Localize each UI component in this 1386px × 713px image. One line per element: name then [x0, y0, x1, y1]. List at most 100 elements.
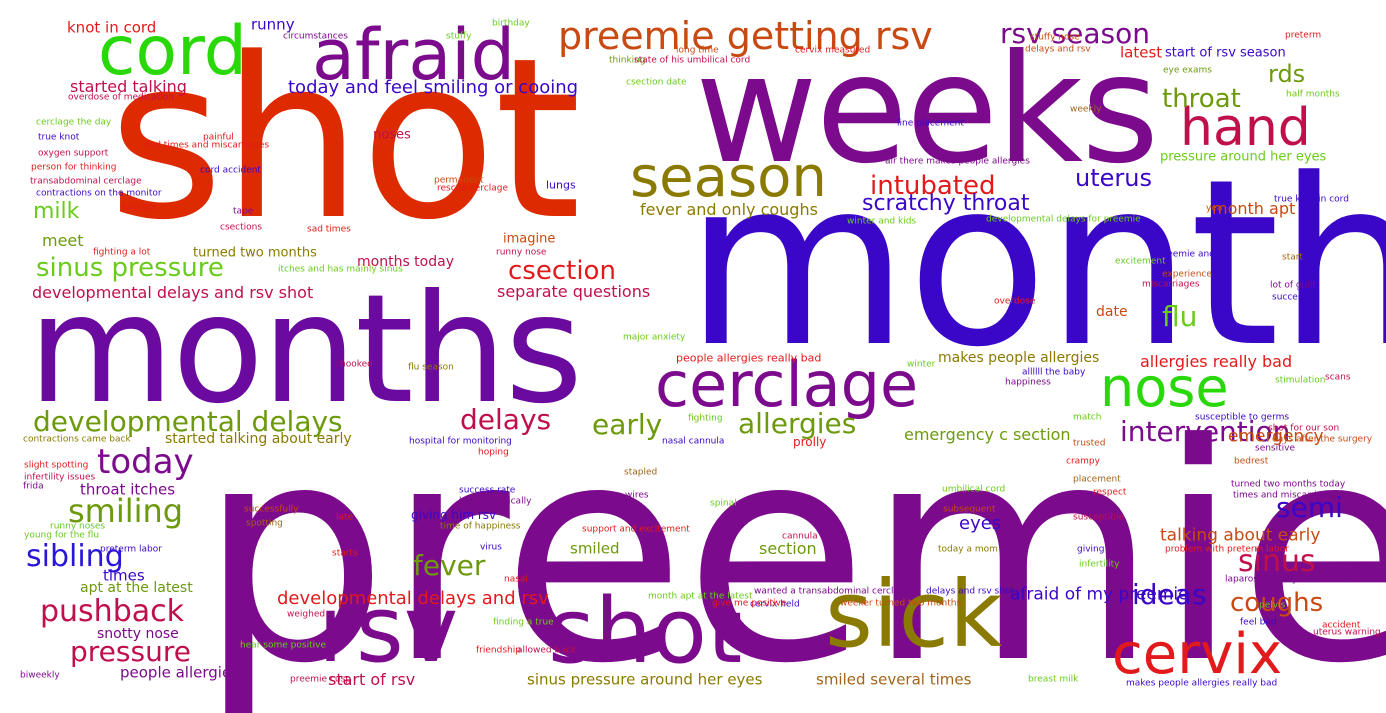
- word-pressure-around-her-eyes: pressure around her eyes: [1160, 149, 1327, 165]
- word-small: major anxiety: [623, 332, 686, 343]
- word-small: contractions came back: [23, 434, 131, 445]
- word-early: early: [592, 408, 663, 441]
- word-small: sad times and miscarriages: [145, 140, 270, 151]
- word-giving-him-rsv: giving him rsv: [411, 508, 497, 522]
- word-small: preterm labor: [100, 544, 162, 555]
- word-shot-purple: shot: [548, 579, 743, 684]
- word-csection: csection: [508, 256, 616, 286]
- word-small: delays and rsv shot: [926, 586, 1014, 597]
- word-developmental-delays: developmental delays: [33, 405, 343, 438]
- word-small: tape: [233, 206, 254, 217]
- word-people-allergies-really-bad: people allergies really bad: [676, 351, 822, 365]
- word-small: overdose of medication: [68, 92, 174, 103]
- word-small: weeker turned two months: [840, 598, 962, 609]
- word-sibling: sibling: [26, 539, 124, 574]
- word-small: birthday: [492, 18, 530, 29]
- word-prolly: prolly: [793, 435, 827, 449]
- word-small: sensitive: [1255, 443, 1296, 454]
- word-small: hoping: [478, 447, 509, 458]
- word-small: wanted a transabdominal cerclage: [754, 586, 911, 597]
- word-season: season: [630, 145, 827, 210]
- word-months-today: months today: [357, 254, 454, 270]
- word-start-of-rsv-season: start of rsv season: [1165, 45, 1286, 61]
- word-small: state of his umbilical cord: [634, 55, 751, 66]
- word-small: uterus warning: [1313, 627, 1381, 638]
- word-people-allergies: people allergies: [120, 663, 240, 682]
- word-small: oxygen support: [38, 148, 109, 159]
- word-small: cerclage the day: [36, 117, 112, 128]
- word-sick: sick: [825, 561, 1003, 668]
- word-ideas: ideas: [1132, 578, 1207, 611]
- word-afraid: afraid: [312, 14, 516, 96]
- word-throat: throat: [1162, 84, 1241, 114]
- word-allergies-really-bad: allergies really bad: [1140, 352, 1293, 371]
- word-small: starts: [332, 548, 358, 559]
- word-small: support and excitement: [582, 524, 690, 535]
- word-small: giving: [1077, 544, 1105, 555]
- word-small: circumstances: [283, 31, 348, 42]
- word-small: start: [1282, 252, 1303, 263]
- word-small: runny noses: [50, 521, 106, 532]
- word-small: rescue cerclage: [437, 183, 508, 194]
- word-flu: flu: [1162, 300, 1198, 333]
- word-small: delays and rsv: [1025, 44, 1091, 55]
- word-small: painful: [203, 132, 234, 143]
- word-uterus: uterus: [1075, 164, 1152, 192]
- word-small: fighting: [688, 413, 723, 424]
- word-snotty-nose: snotty nose: [97, 626, 179, 642]
- word-small: eye exams: [1163, 65, 1212, 76]
- word-today: today: [97, 442, 194, 482]
- word-meet: meet: [42, 231, 84, 250]
- word-turned-two-months: turned two months: [193, 245, 317, 261]
- word-date: date: [1096, 304, 1128, 320]
- word-afraid-of-my-preemie: afraid of my preemie: [1010, 584, 1189, 605]
- word-small: stuffy nose: [1030, 32, 1080, 43]
- word-small: weighed: [287, 609, 326, 620]
- word-small: allowed back: [517, 645, 576, 656]
- word-small: csection date: [626, 77, 687, 88]
- word-small: success rate: [459, 485, 516, 496]
- word-fever: fever: [413, 549, 486, 582]
- word-small: respect: [1093, 487, 1127, 498]
- word-small: fighting a lot: [93, 247, 151, 258]
- word-month-apt: month apt: [1212, 199, 1296, 218]
- word-small: breast milk: [1028, 674, 1079, 685]
- word-small: shot for our son: [1268, 423, 1340, 434]
- word-sinus-pressure: sinus pressure: [36, 253, 224, 283]
- word-small: young for the flu: [24, 530, 100, 541]
- word-small: overdose: [994, 296, 1036, 307]
- word-small: stapled: [624, 467, 658, 478]
- word-pushback: pushback: [40, 594, 184, 629]
- word-small: days after the surgery: [1272, 434, 1373, 445]
- word-small: preterm: [1285, 30, 1322, 41]
- word-latest: latest: [1120, 43, 1163, 62]
- word-eyes: eyes: [959, 513, 1002, 534]
- word-small: problem with preterm labor: [1165, 544, 1289, 555]
- word-emergency: emergency: [1228, 426, 1324, 447]
- word-small: late: [336, 512, 354, 523]
- word-small: air there makes people allergies: [885, 156, 1030, 167]
- word-lungs: lungs: [546, 178, 576, 192]
- word-small: allllll the baby: [1022, 367, 1086, 378]
- word-small: excitement: [1115, 256, 1166, 267]
- word-small: give me positive: [712, 598, 787, 609]
- word-small: susceptible to germs: [1195, 412, 1290, 423]
- word-small: csections: [220, 222, 263, 233]
- word-pressure: pressure: [70, 635, 191, 668]
- word-small: successfully: [244, 504, 299, 515]
- word-small: laparoscopically: [459, 496, 532, 507]
- word-intubated: intubated: [870, 171, 996, 201]
- word-intervention: intervention: [1120, 415, 1291, 448]
- word-weeks: weeks: [695, 23, 1159, 197]
- word-small: biweekly: [20, 670, 60, 681]
- word-small: friendship: [476, 645, 521, 656]
- word-delays: delays: [460, 403, 552, 436]
- word-rsv-season: rsv season: [1000, 17, 1151, 50]
- word-small: umbilical cord: [942, 484, 1006, 495]
- word-preemie-getting-rsv: preemie getting rsv: [558, 14, 933, 58]
- word-small: spinal: [710, 498, 737, 509]
- word-small: scans: [1325, 372, 1351, 383]
- word-developmental-delays-rsv: developmental delays and rsv: [277, 588, 549, 609]
- word-small: success: [122, 202, 158, 213]
